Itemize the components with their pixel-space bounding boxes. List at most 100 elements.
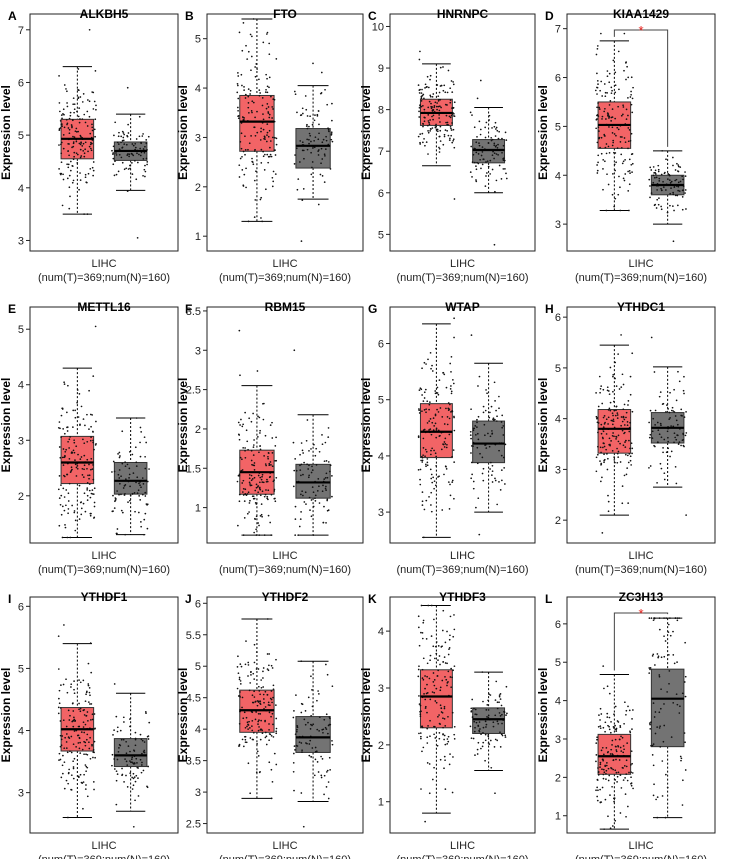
data-point xyxy=(57,488,60,491)
data-point xyxy=(678,617,680,619)
data-point xyxy=(500,421,503,423)
data-point xyxy=(274,445,277,447)
data-point xyxy=(299,469,302,471)
data-point xyxy=(446,416,449,418)
data-point xyxy=(429,74,432,77)
data-point xyxy=(491,470,494,473)
data-point xyxy=(673,411,676,413)
data-point xyxy=(128,450,131,453)
data-point xyxy=(86,440,89,443)
data-point xyxy=(146,527,149,530)
data-point xyxy=(119,729,122,732)
data-point xyxy=(437,393,440,396)
data-point xyxy=(655,207,658,209)
data-point xyxy=(257,712,260,715)
data-point xyxy=(130,758,133,761)
data-point xyxy=(262,693,265,696)
data-point xyxy=(262,677,264,679)
data-point xyxy=(442,66,444,68)
data-point xyxy=(418,58,421,61)
data-point xyxy=(620,334,622,336)
data-point xyxy=(67,127,70,129)
data-point xyxy=(453,614,455,616)
data-point xyxy=(271,136,274,139)
data-point xyxy=(257,491,260,494)
data-point xyxy=(247,220,250,223)
data-point xyxy=(311,705,314,708)
data-point xyxy=(443,133,446,136)
data-point xyxy=(267,161,270,164)
data-point xyxy=(320,776,323,779)
data-point xyxy=(439,98,442,101)
data-point xyxy=(667,447,670,450)
data-point xyxy=(247,661,250,664)
data-point xyxy=(255,534,258,536)
data-point xyxy=(244,663,247,666)
data-point xyxy=(250,671,252,674)
y-axis-label: Expression level xyxy=(536,668,550,763)
data-point xyxy=(67,384,69,387)
data-point xyxy=(126,785,129,788)
data-point xyxy=(129,750,131,753)
data-point xyxy=(498,164,501,167)
data-point xyxy=(481,472,484,475)
data-point xyxy=(90,147,92,150)
data-point xyxy=(631,447,634,450)
data-point xyxy=(672,701,675,704)
data-point xyxy=(421,677,424,679)
y-axis-label: Expression level xyxy=(536,85,550,180)
data-point xyxy=(442,661,444,663)
data-point xyxy=(443,755,446,758)
data-point xyxy=(437,715,439,718)
data-point xyxy=(684,641,687,644)
data-point xyxy=(69,750,71,753)
data-point xyxy=(268,653,271,655)
data-point xyxy=(608,725,610,728)
data-point xyxy=(433,106,436,109)
data-point xyxy=(80,135,82,138)
data-point xyxy=(612,400,615,403)
data-point xyxy=(478,729,480,732)
data-point xyxy=(265,735,268,738)
data-point xyxy=(490,139,493,142)
data-point xyxy=(676,617,679,619)
data-point xyxy=(271,185,274,188)
data-point xyxy=(76,734,79,737)
data-point xyxy=(426,124,429,127)
data-point xyxy=(262,402,264,405)
data-point xyxy=(308,132,311,135)
data-point xyxy=(261,732,264,735)
data-point xyxy=(432,417,435,419)
data-point xyxy=(58,421,61,423)
data-point xyxy=(424,705,427,708)
data-point xyxy=(310,756,312,758)
data-point xyxy=(324,441,327,444)
data-point xyxy=(428,403,431,406)
data-point xyxy=(237,75,240,77)
data-point xyxy=(118,493,120,496)
data-point xyxy=(613,205,616,208)
data-point xyxy=(260,686,263,689)
data-point xyxy=(268,116,271,119)
data-point xyxy=(255,63,258,65)
data-point xyxy=(120,493,122,496)
data-point xyxy=(481,671,484,673)
data-point xyxy=(672,191,674,194)
data-point xyxy=(308,142,310,145)
data-point xyxy=(453,725,456,728)
data-point xyxy=(433,684,436,687)
data-point xyxy=(628,170,631,172)
data-point xyxy=(421,132,424,135)
data-point xyxy=(685,514,687,516)
data-point xyxy=(662,740,665,743)
data-point xyxy=(270,768,273,771)
data-point xyxy=(126,86,129,89)
data-point xyxy=(253,179,256,182)
data-point xyxy=(89,496,92,499)
data-point xyxy=(79,143,82,146)
data-point xyxy=(305,125,308,128)
data-point xyxy=(622,113,624,116)
data-point xyxy=(68,154,70,157)
